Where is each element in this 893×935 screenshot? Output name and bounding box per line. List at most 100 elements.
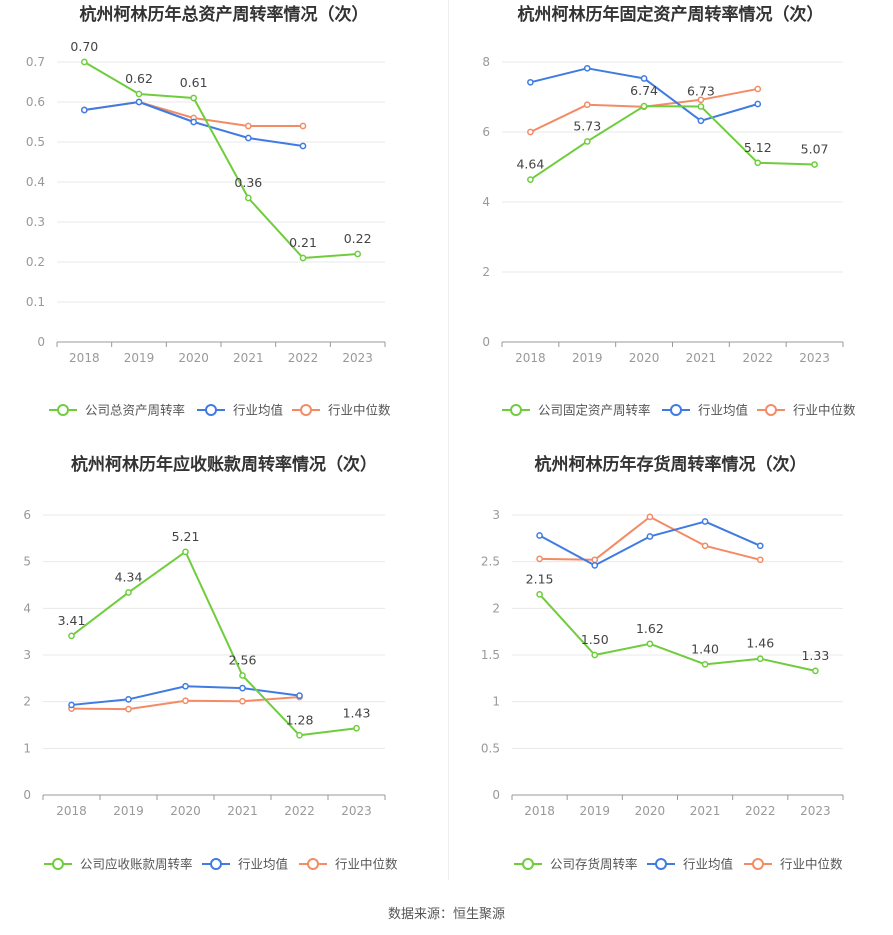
y-tick-label: 5 <box>23 555 31 569</box>
data-point <box>754 85 762 93</box>
data-point <box>583 138 591 145</box>
x-tick-label: 2021 <box>686 351 717 365</box>
legend-label: 公司应收账款周转率 <box>80 857 193 872</box>
y-tick-label: 4 <box>23 601 31 615</box>
x-tick-label: 2020 <box>170 804 201 818</box>
legend-label: 行业中位数 <box>335 857 398 872</box>
data-point <box>125 589 132 596</box>
data-point <box>239 672 246 679</box>
y-tick-label: 0 <box>482 335 490 349</box>
data-point <box>125 695 132 703</box>
y-tick-label: 0 <box>492 788 500 802</box>
data-point <box>80 106 88 114</box>
series-line-company <box>83 61 358 259</box>
legend-label: 公司固定资产周转率 <box>538 403 651 418</box>
y-tick-label: 3 <box>23 648 31 662</box>
legend-item: 公司总资产周转率 <box>49 403 185 418</box>
x-tick-label: 2022 <box>745 804 776 818</box>
x-tick-label: 2023 <box>342 351 373 365</box>
legend-marker <box>510 404 522 416</box>
legend-marker <box>57 404 69 416</box>
data-point <box>125 705 132 713</box>
data-point <box>583 64 591 72</box>
y-tick-label: 1.5 <box>481 648 500 662</box>
legend-item: 行业中位数 <box>292 403 391 418</box>
x-tick-label: 2019 <box>579 804 610 818</box>
data-point <box>299 142 307 150</box>
data-point <box>646 640 654 648</box>
series-company: 2.15 1.50 1.62 1.40 1.46 1.33 <box>526 571 829 675</box>
data-point <box>697 117 705 125</box>
data-point <box>591 556 599 564</box>
series-industry_median <box>536 513 764 564</box>
data-source-note: 数据来源：恒生聚源 <box>387 907 505 922</box>
data-point <box>527 128 534 136</box>
y-tick-label: 0 <box>23 788 31 802</box>
y-tick-label: 0.5 <box>481 741 500 755</box>
legend-label: 公司存货周转率 <box>550 857 638 872</box>
data-label: 0.70 <box>70 39 98 54</box>
x-tick-label: 2021 <box>233 351 264 365</box>
data-point <box>527 176 534 183</box>
series-industry_avg <box>536 518 764 569</box>
data-point <box>353 724 360 732</box>
data-point <box>697 103 705 110</box>
data-point <box>812 667 819 675</box>
series-company: 4.64 5.73 6.74 6.73 5.12 5.07 <box>516 83 829 183</box>
chart-svg: 杭州柯林历年总资产周转率情况（次） 0 0.1 0.2 0.3 0.4 0.5 0.6 0.7 2… <box>26 4 391 418</box>
x-tick-label: 2021 <box>227 804 258 818</box>
data-label: 1.33 <box>801 648 829 663</box>
data-label: 6.73 <box>687 83 715 98</box>
legend-marker <box>307 858 319 870</box>
data-point <box>536 555 543 563</box>
legend-marker <box>670 404 682 416</box>
data-label: 1.62 <box>636 621 664 636</box>
x-tick-label: 2022 <box>288 351 319 365</box>
legend-marker <box>522 858 534 870</box>
data-point <box>68 701 75 709</box>
data-point <box>244 194 252 202</box>
data-point <box>239 684 246 692</box>
data-point <box>182 548 189 556</box>
data-point <box>299 122 307 130</box>
legend-item: 行业均值 <box>202 857 288 872</box>
series-line-company <box>538 593 816 672</box>
y-tick-label: 0.4 <box>26 175 45 189</box>
data-label: 5.12 <box>744 140 772 155</box>
legend-label: 行业中位数 <box>780 857 843 872</box>
legend-label: 行业中位数 <box>793 403 856 418</box>
data-point <box>536 532 543 539</box>
legend-item: 行业均值 <box>197 403 283 418</box>
data-point <box>190 118 198 126</box>
x-tick-label: 2018 <box>56 804 87 818</box>
data-point <box>697 96 705 104</box>
data-point <box>244 122 252 130</box>
chart-receivables-turnover: 杭州柯林历年应收账款周转率情况（次） 0 1 2 3 4 5 6 2018 2019 2020 202… <box>0 450 448 890</box>
x-tick-label: 2020 <box>178 351 209 365</box>
x-tick-label: 2020 <box>629 351 660 365</box>
data-point <box>296 692 303 699</box>
x-tick-label: 2018 <box>515 351 546 365</box>
y-tick-label: 8 <box>482 55 490 69</box>
legend-label: 行业均值 <box>683 857 733 872</box>
data-point <box>583 101 591 109</box>
y-tick-label: 2 <box>492 601 500 615</box>
x-tick-label: 2023 <box>341 804 372 818</box>
y-tick-label: 3 <box>492 508 500 522</box>
data-point <box>701 518 709 525</box>
data-point <box>296 731 303 739</box>
data-point <box>646 533 654 540</box>
legend-marker <box>655 858 667 870</box>
data-label: 0.36 <box>234 175 262 190</box>
chart-fixed-asset-turnover: 杭州柯林历年固定资产周转率情况（次） 0 2 4 6 8 2018 2019 2020 2021 2… <box>448 0 893 440</box>
y-tick-label: 1 <box>492 695 500 709</box>
y-tick-label: 0.1 <box>26 295 45 309</box>
x-tick-label: 2018 <box>69 351 100 365</box>
legend-label: 行业均值 <box>238 857 288 872</box>
data-point <box>80 58 88 66</box>
chart-title: 杭州柯林历年存货周转率情况（次） <box>535 454 807 475</box>
chart-title: 杭州柯林历年总资产周转率情况（次） <box>80 4 369 25</box>
chart-title: 杭州柯林历年应收账款周转率情况（次） <box>71 454 377 475</box>
legend-item: 公司应收账款周转率 <box>44 857 193 872</box>
y-tick-label: 2 <box>482 265 490 279</box>
